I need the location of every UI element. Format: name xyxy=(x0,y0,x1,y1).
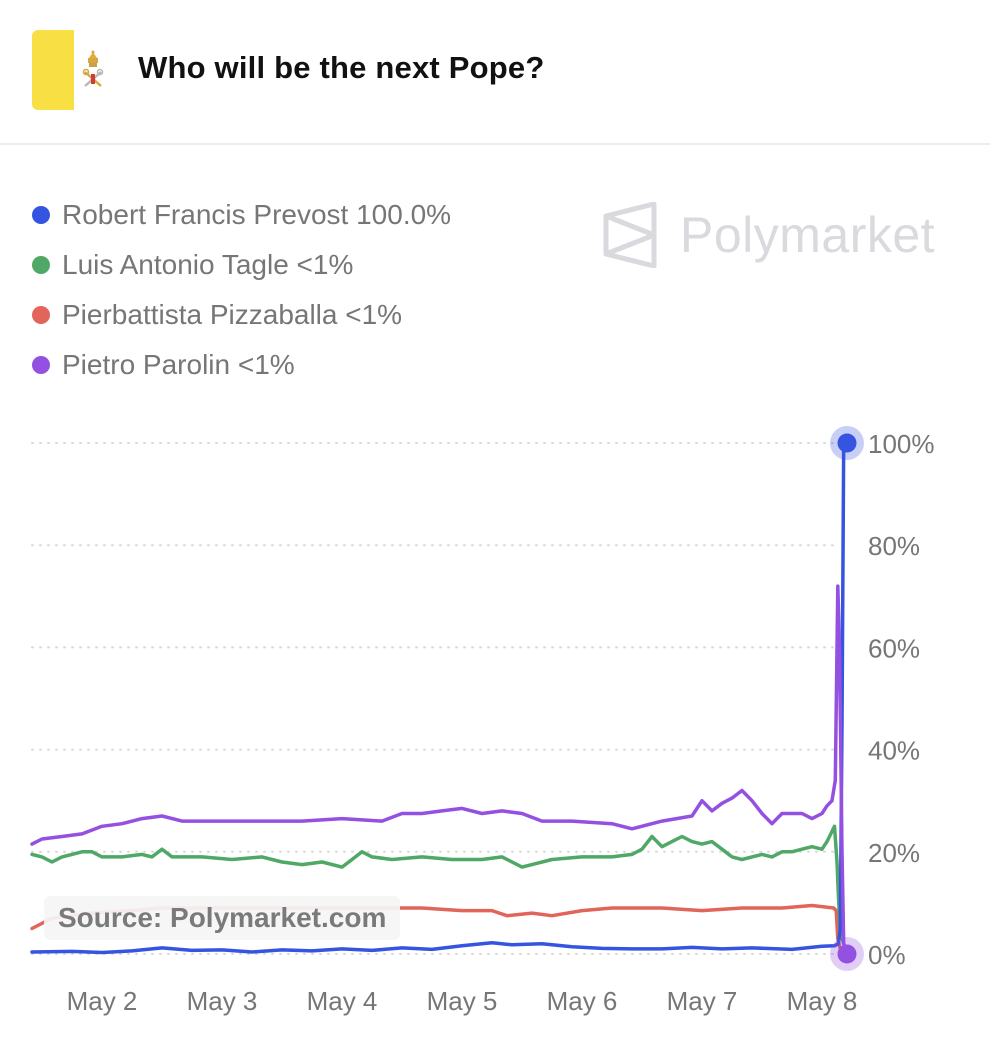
legend-label-tagle: Luis Antonio Tagle <1% xyxy=(62,249,354,280)
chart-legend: Robert Francis Prevost 100.0% Luis Anton… xyxy=(32,190,451,390)
papal-keys-emblem-icon xyxy=(82,50,104,87)
legend-item-parolin[interactable]: Pietro Parolin <1% xyxy=(32,340,451,390)
source-label: Source: Polymarket.com xyxy=(44,896,401,940)
y-tick-label-60: 60% xyxy=(868,633,920,663)
legend-label-prevost: Robert Francis Prevost 100.0% xyxy=(62,199,452,230)
x-tick-label-3: May 5 xyxy=(427,986,498,1016)
y-tick-label-100: 100% xyxy=(868,429,935,459)
price-history-chart: 100% 80% 60% 40% 20% 0% May 2 May 3 May 4 May 5 Ma… xyxy=(30,426,935,1016)
legend-item-tagle[interactable]: Luis Antonio Tagle <1% xyxy=(32,240,451,290)
legend-item-prevost[interactable]: Robert Francis Prevost 100.0% xyxy=(32,190,451,240)
legend-label-parolin: Pietro Parolin <1% xyxy=(62,349,295,380)
y-tick-label-20: 20% xyxy=(868,838,920,868)
y-tick-label-80: 80% xyxy=(868,531,920,561)
end-marker-parolin xyxy=(837,944,857,964)
y-tick-label-40: 40% xyxy=(868,736,920,766)
x-tick-label-0: May 2 xyxy=(67,986,138,1016)
legend-dot-tagle xyxy=(32,256,50,274)
x-tick-label-6: May 8 xyxy=(787,986,858,1016)
polymarket-logo-icon xyxy=(603,202,657,268)
series-line-tagle xyxy=(30,824,849,956)
legend-dot-prevost xyxy=(32,206,50,224)
flag-yellow-half xyxy=(32,30,74,110)
polymarket-logo-text: Polymarket xyxy=(680,207,936,263)
legend-dot-parolin xyxy=(32,356,50,374)
legend-label-pizzaballa: Pierbattista Pizzaballa <1% xyxy=(62,299,403,330)
header: Who will be the next Pope? xyxy=(0,0,990,145)
page-title: Who will be the next Pope? xyxy=(138,50,545,85)
end-marker-prevost xyxy=(837,433,857,453)
legend-dot-pizzaballa xyxy=(32,306,50,324)
x-tick-label-5: May 7 xyxy=(667,986,738,1016)
series-line-parolin xyxy=(30,584,849,956)
x-tick-label-2: May 4 xyxy=(307,986,378,1016)
legend-item-pizzaballa[interactable]: Pierbattista Pizzaballa <1% xyxy=(32,290,451,340)
polymarket-logo: Polymarket xyxy=(602,200,982,270)
y-tick-label-0: 0% xyxy=(868,940,906,970)
vatican-flag-icon xyxy=(32,30,74,110)
series-line-prevost xyxy=(30,441,849,955)
x-tick-label-1: May 3 xyxy=(187,986,258,1016)
x-tick-label-4: May 6 xyxy=(547,986,618,1016)
